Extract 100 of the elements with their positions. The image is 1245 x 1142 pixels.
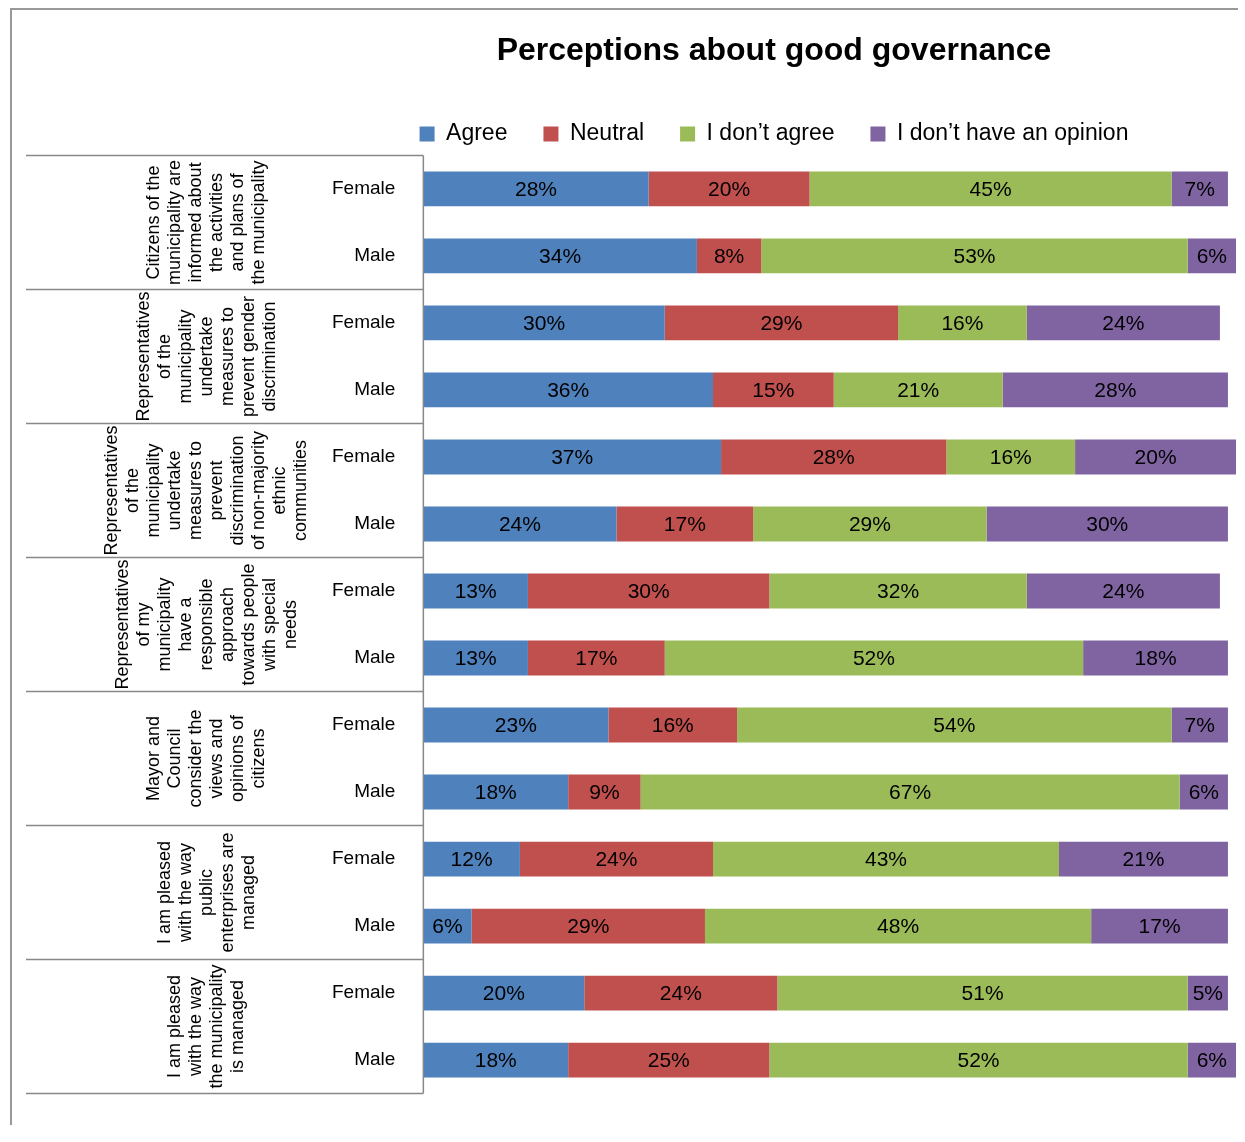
bar: [423, 506, 617, 542]
y-tick-label: Female: [332, 713, 396, 735]
text: Mayor and Council consider the views and opinions of citizens: [143, 709, 269, 808]
data-label: 25%: [647, 1047, 690, 1071]
y-tick-label: Male: [354, 780, 396, 802]
y-tick-label: Female: [332, 445, 396, 467]
data-label: 32%: [877, 578, 920, 602]
data-label: 18%: [1134, 645, 1177, 669]
data-label: 29%: [848, 511, 891, 535]
bar: [423, 1042, 569, 1078]
data-label: 20%: [482, 980, 525, 1004]
data-label: 67%: [889, 779, 932, 803]
bar: [1026, 305, 1220, 341]
bar: [1091, 908, 1228, 944]
bar: [769, 1042, 1188, 1078]
bar: [761, 238, 1188, 274]
data-label: 8%: [713, 243, 745, 267]
data-label: 51%: [961, 980, 1004, 1004]
data-label: 6%: [1196, 243, 1228, 267]
data-label: 28%: [514, 176, 558, 200]
y-tick-label: Male: [354, 244, 396, 266]
data-label: 7%: [1184, 176, 1215, 200]
data-label: 28%: [1094, 377, 1137, 401]
bar: [568, 1042, 770, 1078]
legend-label: Agree: [446, 119, 508, 146]
bar: [833, 372, 1003, 408]
bar: [1026, 573, 1220, 609]
text: Citizens of the municipality are informed about the activities and plans of the municipality: [143, 159, 269, 285]
bar: [664, 640, 1084, 676]
data-label: 34%: [539, 243, 582, 267]
data-label: 29%: [567, 913, 610, 937]
y-tick-label: Male: [354, 914, 396, 936]
data-label: 16%: [941, 310, 984, 334]
data-label: 24%: [1102, 578, 1145, 602]
y-tick-label: Female: [332, 177, 396, 199]
data-label: 36%: [547, 377, 590, 401]
bar: [1002, 372, 1228, 408]
data-label: 45%: [969, 176, 1012, 200]
bar: [423, 372, 714, 408]
bar: [471, 908, 705, 944]
data-label: 18%: [474, 779, 517, 803]
data-label: 6%: [1188, 779, 1219, 803]
data-label: 52%: [957, 1047, 1000, 1071]
data-label: 21%: [897, 377, 940, 401]
data-label: 13%: [454, 578, 497, 602]
y-tick-label: Female: [332, 847, 396, 869]
data-label: 12%: [450, 846, 493, 870]
text: Representatives of the municipality undertake measures to prevent gender discrimination: [132, 291, 279, 422]
bar: [704, 908, 1092, 944]
text: Representatives of the municipality undertake measures to prevent discrimination of non-majority ethnic communities: [101, 425, 311, 556]
data-label: 28%: [812, 444, 855, 468]
bar: [1058, 841, 1228, 877]
data-label: 24%: [659, 980, 702, 1004]
data-label: 17%: [575, 645, 618, 669]
y-tick-label: Male: [354, 646, 396, 668]
bar: [423, 774, 569, 810]
bar: [423, 171, 649, 207]
bar: [1075, 439, 1236, 475]
data-label: 30%: [523, 310, 566, 334]
data-label: 43%: [864, 846, 908, 870]
data-label: 20%: [1134, 444, 1177, 468]
data-label: 6%: [432, 913, 463, 937]
y-tick-label: Male: [354, 1048, 396, 1070]
bar: [777, 975, 1188, 1011]
bar: [423, 238, 697, 274]
data-label: 30%: [627, 578, 670, 602]
data-label: 52%: [852, 645, 895, 669]
bar: [584, 975, 778, 1011]
bar: [753, 506, 987, 542]
text: I am pleased with the way the municipality is managed: [164, 964, 248, 1089]
data-label: 30%: [1086, 511, 1129, 535]
bar: [986, 506, 1228, 542]
data-label: 5%: [1192, 980, 1224, 1004]
data-label: 13%: [454, 645, 497, 669]
bar: [809, 171, 1172, 207]
data-label: 37%: [551, 444, 594, 468]
bar: [608, 707, 738, 743]
data-label: 24%: [1102, 310, 1145, 334]
y-tick-label: Female: [332, 981, 396, 1003]
data-label: 24%: [595, 846, 638, 870]
text: I am pleased with the way public enterprises are managed: [153, 832, 258, 953]
bar: [527, 573, 770, 609]
bar: [423, 707, 609, 743]
y-tick-label: Male: [354, 378, 396, 400]
bar: [527, 640, 665, 676]
legend-label: I don’t have an opinion: [896, 119, 1129, 146]
bar: [519, 841, 714, 877]
bar: [1171, 171, 1228, 207]
data-label: 6%: [1196, 1047, 1228, 1071]
data-label: 21%: [1122, 846, 1165, 870]
data-label: 16%: [651, 712, 694, 736]
bar: [898, 305, 1027, 341]
data-label: 48%: [877, 913, 920, 937]
y-tick-label: Male: [354, 512, 396, 534]
legend-label: I don’t agree: [706, 119, 835, 146]
data-label: 54%: [933, 712, 976, 736]
legend-label: Neutral: [569, 119, 645, 146]
data-label: 17%: [1138, 913, 1181, 937]
bar: [1083, 640, 1228, 676]
data-label: 18%: [474, 1047, 517, 1071]
